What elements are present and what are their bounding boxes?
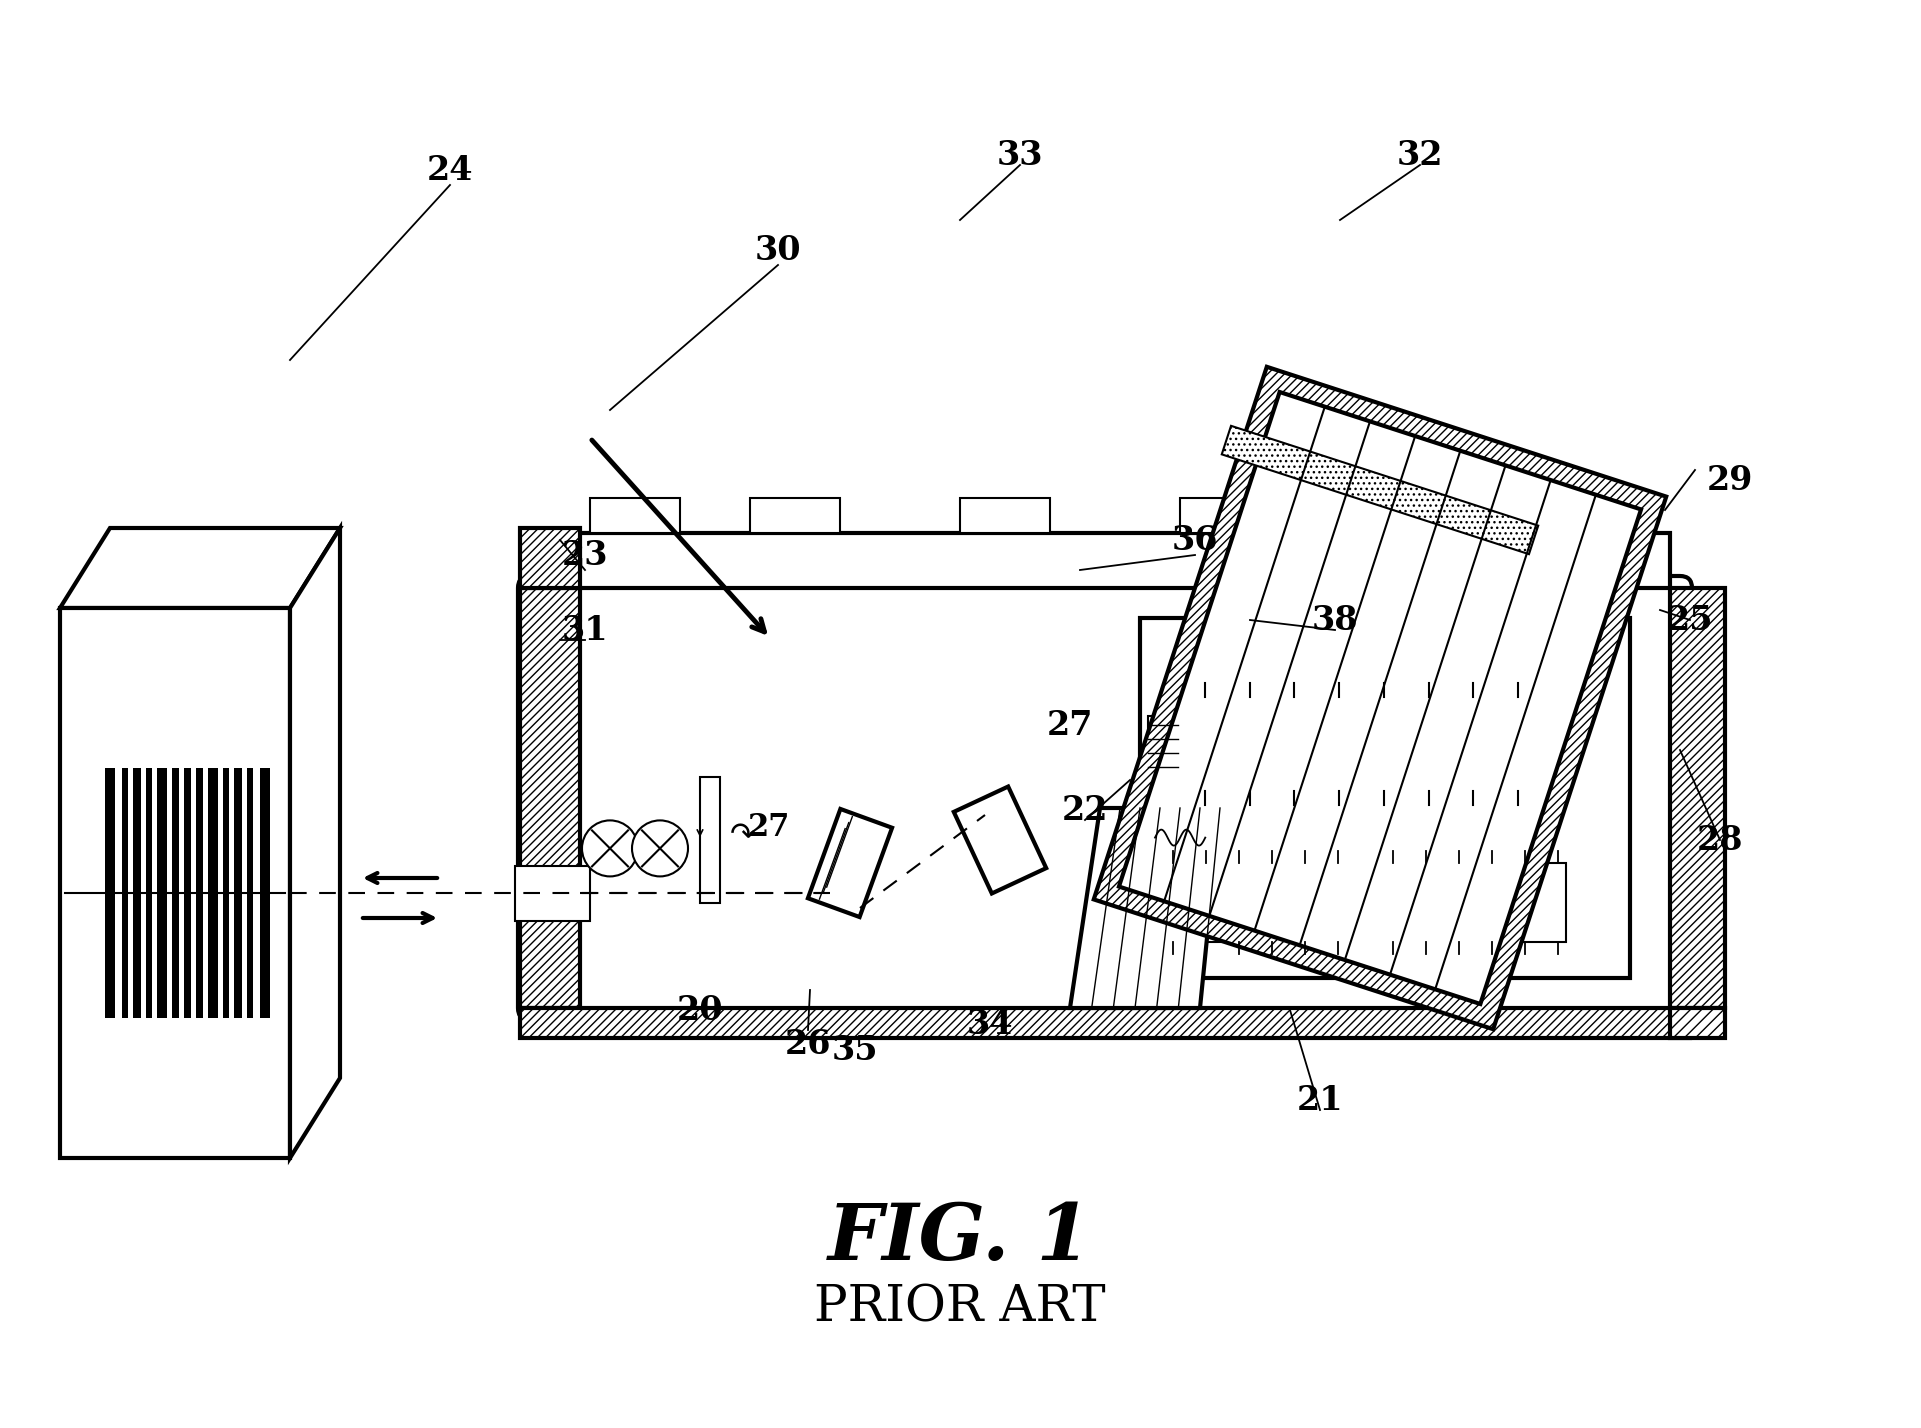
Text: 30: 30: [755, 234, 801, 267]
Bar: [699, 777, 720, 902]
Bar: [158, 768, 167, 1018]
Bar: [207, 768, 217, 1018]
Polygon shape: [1222, 426, 1539, 554]
Polygon shape: [1070, 808, 1220, 1008]
Text: 27: 27: [1047, 708, 1093, 741]
Bar: [1385, 863, 1566, 942]
Text: 20: 20: [676, 994, 724, 1027]
Bar: [1189, 697, 1533, 791]
Bar: [121, 768, 129, 1018]
Bar: [1391, 498, 1479, 533]
Text: 26: 26: [786, 1028, 832, 1061]
Bar: [1164, 863, 1347, 942]
Bar: [749, 498, 839, 533]
Text: 29: 29: [1708, 464, 1754, 497]
Text: 34: 34: [966, 1008, 1012, 1041]
Circle shape: [632, 821, 688, 877]
Text: 25: 25: [1667, 604, 1714, 637]
Text: 21: 21: [1297, 1084, 1343, 1117]
Circle shape: [582, 821, 638, 877]
Bar: [521, 1008, 1690, 1038]
Bar: [960, 498, 1051, 533]
Polygon shape: [60, 528, 340, 608]
Polygon shape: [1118, 393, 1641, 1004]
Bar: [521, 528, 580, 588]
Polygon shape: [290, 528, 340, 1158]
Text: $\curvearrowright$: $\curvearrowright$: [724, 818, 757, 848]
Bar: [1669, 588, 1725, 1008]
Bar: [146, 768, 152, 1018]
Text: 22: 22: [1062, 794, 1108, 827]
Bar: [515, 865, 590, 921]
Text: 27: 27: [747, 813, 790, 844]
Bar: [60, 608, 290, 1158]
Bar: [184, 768, 192, 1018]
Bar: [234, 768, 242, 1018]
Bar: [521, 588, 580, 1008]
Bar: [196, 768, 204, 1018]
Bar: [1669, 1008, 1725, 1038]
Bar: [1139, 618, 1631, 978]
Text: 36: 36: [1172, 524, 1218, 557]
Bar: [106, 768, 115, 1018]
Bar: [1149, 715, 1178, 773]
Bar: [259, 768, 271, 1018]
Text: 23: 23: [561, 538, 609, 571]
Text: 35: 35: [832, 1034, 878, 1067]
Text: 32: 32: [1397, 139, 1443, 171]
FancyBboxPatch shape: [519, 575, 1692, 1020]
Text: 38: 38: [1312, 604, 1358, 637]
Polygon shape: [809, 808, 891, 917]
Bar: [1179, 498, 1270, 533]
Bar: [173, 768, 179, 1018]
Bar: [540, 533, 1669, 588]
Bar: [248, 768, 254, 1018]
Polygon shape: [1093, 367, 1666, 1030]
Text: FIG. 1: FIG. 1: [828, 1200, 1091, 1277]
Text: 24: 24: [426, 153, 473, 187]
Bar: [1550, 498, 1641, 533]
Text: 33: 33: [997, 139, 1043, 171]
Text: 31: 31: [561, 614, 609, 647]
Bar: [223, 768, 229, 1018]
Text: 28: 28: [1696, 824, 1742, 857]
Bar: [133, 768, 140, 1018]
Text: PRIOR ART: PRIOR ART: [815, 1284, 1106, 1332]
Bar: [590, 498, 680, 533]
Polygon shape: [955, 787, 1047, 894]
